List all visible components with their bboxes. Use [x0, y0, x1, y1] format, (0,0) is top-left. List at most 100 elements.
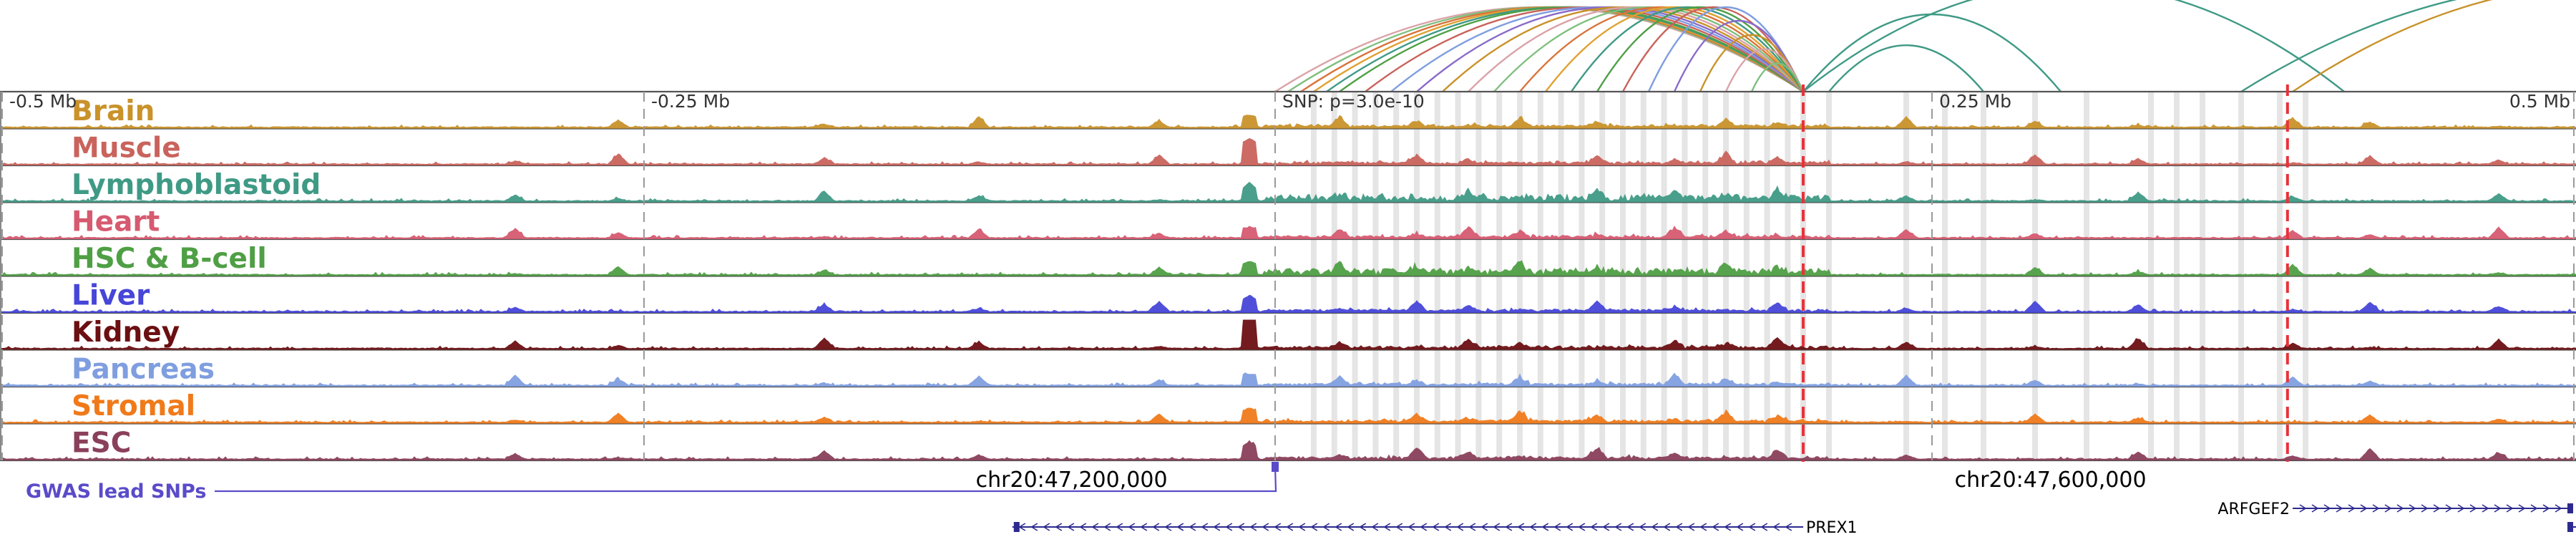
track-pancreas: Pancreas [0, 354, 2576, 388]
strand-arrow [1578, 523, 1586, 531]
strand-arrow [2396, 504, 2404, 513]
track-signal [0, 115, 2576, 129]
strand-arrow [2348, 504, 2356, 513]
gwas-track: GWAS lead SNPs chr20:47,200,000 chr20:47,6… [26, 462, 2147, 503]
strand-arrow [1213, 523, 1221, 531]
strand-arrow [1067, 523, 1075, 531]
track-esc: ESC [0, 427, 2576, 462]
strand-arrow [1699, 523, 1707, 531]
strand-arrow [1517, 523, 1525, 531]
red-dashed-markers [1802, 84, 2289, 462]
strand-arrow [1335, 523, 1342, 531]
track-label: Pancreas [72, 354, 215, 386]
gene-stau1: S [2573, 526, 2576, 528]
track-signal [0, 226, 2576, 239]
strand-arrow [1262, 523, 1269, 531]
strand-arrow [1663, 523, 1671, 531]
track-label: Lymphoblastoid [72, 169, 321, 201]
track-signal [0, 407, 2576, 424]
strand-arrow [2360, 504, 2368, 513]
strand-arrow [1553, 523, 1561, 531]
strand-arrow [2494, 504, 2502, 513]
gene-exon [1013, 522, 1020, 532]
strand-arrow [1128, 523, 1136, 531]
strand-arrow [1140, 523, 1148, 531]
strand-arrow [1639, 523, 1646, 531]
strand-arrow [1286, 523, 1294, 531]
gwas-connector-line [215, 465, 1277, 493]
chromatin-loop-arc [1802, 14, 2062, 92]
strand-arrow [1237, 523, 1245, 531]
strand-arrow [1444, 523, 1452, 531]
strand-arrow [1103, 523, 1111, 531]
strand-arrow [2409, 504, 2416, 513]
track-label: Stromal [72, 390, 195, 422]
strand-arrow [1760, 523, 1768, 531]
strand-arrow [1091, 523, 1099, 531]
strand-arrow [1189, 523, 1196, 531]
strand-arrow [2555, 504, 2562, 513]
strand-arrow [1079, 523, 1087, 531]
strand-arrow [1493, 523, 1501, 531]
strand-arrow [1614, 523, 1622, 531]
chromatin-loop-arc [1313, 6, 1804, 92]
strand-arrow [1602, 523, 1610, 531]
strand-arrow [1468, 523, 1476, 531]
strand-arrow [2384, 504, 2392, 513]
strand-arrow [1201, 523, 1209, 531]
chromatin-loop-arc [1571, 6, 1804, 92]
strand-arrow [2421, 504, 2429, 513]
track-signal [0, 440, 2576, 460]
gene-cse1l: CSE1L [2567, 522, 2576, 532]
gwas-label: GWAS lead SNPs [26, 480, 206, 503]
strand-arrow [2506, 504, 2514, 513]
strand-arrow [1371, 523, 1379, 531]
strand-arrow [1055, 523, 1063, 531]
strand-arrow [1383, 523, 1391, 531]
strand-arrow [1298, 523, 1306, 531]
strand-arrow [1724, 523, 1732, 531]
gene-label: PREX1 [1806, 519, 1858, 537]
strand-arrow [2445, 504, 2453, 513]
strand-arrow [1456, 523, 1464, 531]
track-signal [0, 372, 2576, 387]
strand-arrow [1529, 523, 1537, 531]
track-signal [0, 137, 2576, 165]
track-label: Muscle [72, 132, 181, 165]
gene-exon [2567, 503, 2573, 513]
coordinate-label: chr20:47,200,000 [976, 468, 1168, 493]
track-liver: Liver [0, 280, 2576, 314]
chromatin-loop-arc [1545, 6, 1804, 92]
strand-arrow [1249, 523, 1257, 531]
strand-arrow [2323, 504, 2331, 513]
strand-arrow [1432, 523, 1440, 531]
track-label: ESC [72, 427, 131, 460]
strand-arrow [1748, 523, 1756, 531]
strand-arrow [2372, 504, 2380, 513]
track-signal [0, 294, 2576, 313]
chromatin-loop-arc [1802, 0, 2345, 92]
track-heart: Heart [0, 206, 2576, 241]
strand-arrow [2530, 504, 2538, 513]
track-kidney: Kidney [0, 316, 2576, 351]
strand-arrow [1152, 523, 1160, 531]
strand-arrow [1626, 523, 1634, 531]
strand-arrow [1274, 523, 1282, 531]
gene-prex1: PREX1 [1012, 519, 1858, 537]
gene-exon [2567, 522, 2573, 532]
strand-arrow [2457, 504, 2465, 513]
axis-tick-label: -0.5 Mb [9, 91, 77, 112]
strand-arrow [2482, 504, 2489, 513]
strand-arrow [1310, 523, 1318, 531]
gene-label: ARFGEF2 [2218, 500, 2290, 518]
strand-arrow [1347, 523, 1355, 531]
strand-arrow [2299, 504, 2307, 513]
axis-tick-label: 0.5 Mb [2509, 91, 2570, 112]
coordinate-label: chr20:47,600,000 [1955, 468, 2147, 493]
track-signal [0, 181, 2576, 203]
chromatin-loops [1274, 0, 2493, 93]
strand-arrow [2311, 504, 2319, 513]
strand-arrow [1712, 523, 1719, 531]
track-label: Kidney [72, 316, 180, 349]
